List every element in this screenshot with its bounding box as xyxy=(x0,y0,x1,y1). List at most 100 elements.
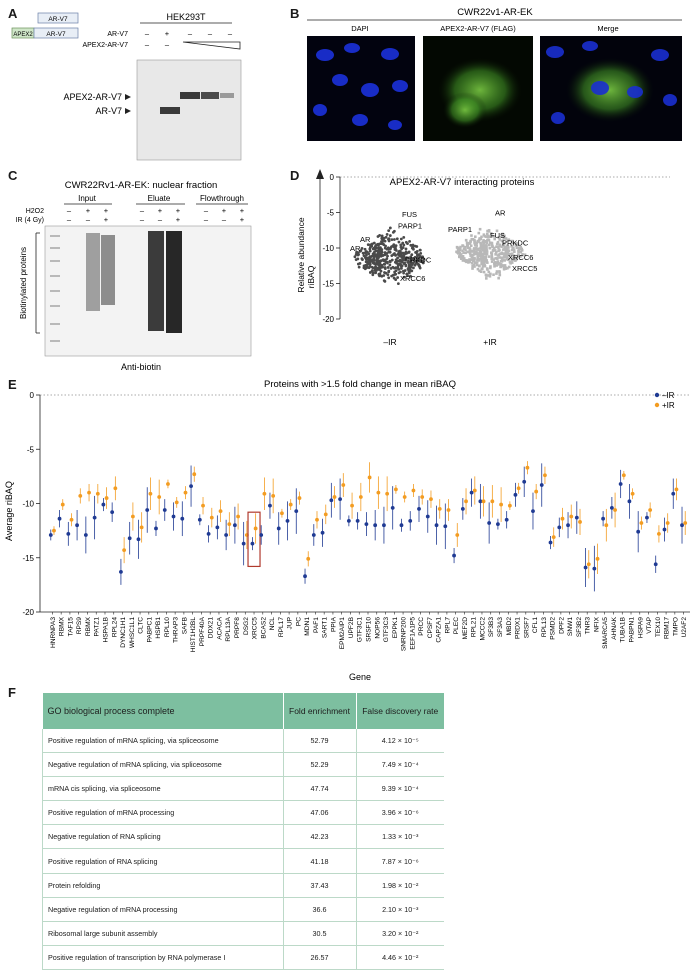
d-dot xyxy=(505,257,509,260)
d-dot xyxy=(482,245,485,249)
chart-xtick-label: HSPA9 xyxy=(637,617,644,638)
d-dot xyxy=(506,249,510,252)
d-dot xyxy=(381,254,385,257)
band-label-apex2arv7: APEX2-AR-V7 xyxy=(63,92,122,102)
d-dot xyxy=(489,232,493,235)
d-dot xyxy=(396,267,400,270)
go-term: Negative regulation of mRNA processing xyxy=(42,897,284,922)
point-minus-ir xyxy=(92,515,97,520)
d-dot xyxy=(503,254,506,257)
d-dot xyxy=(502,243,505,247)
d-dot xyxy=(482,243,485,246)
d-dot xyxy=(483,262,486,266)
go-fold: 42.23 xyxy=(283,824,357,850)
d-dot xyxy=(503,259,506,262)
d-gene-label: XRCC5 xyxy=(512,264,537,273)
d-dot xyxy=(404,263,408,267)
d-dot xyxy=(465,260,468,264)
band-a-2 xyxy=(201,92,219,99)
point-minus-ir xyxy=(232,523,237,528)
d-dot xyxy=(520,249,524,252)
panel-letter-b: B xyxy=(290,6,300,21)
d-dot xyxy=(398,258,402,262)
go-fold: 30.5 xyxy=(283,921,357,946)
d-dot xyxy=(456,249,460,253)
h2o2-mark: + xyxy=(176,206,181,215)
chart-xtick-label: TAF15 xyxy=(67,617,74,637)
d-dot xyxy=(478,259,481,262)
go-table-row: Negative regulation of RNA splicing 42.23… xyxy=(42,824,444,850)
chart-xtick-label: HNRNPA3 xyxy=(50,617,57,648)
d-dot xyxy=(413,263,417,267)
d-dot xyxy=(502,237,506,240)
chart-xtick-label: MDN1 xyxy=(304,617,311,636)
d-dot xyxy=(482,233,486,236)
d-dot xyxy=(421,256,425,260)
point-minus-ir xyxy=(303,574,307,579)
d-dot xyxy=(376,262,380,266)
d-dot xyxy=(383,258,387,262)
d-dot xyxy=(492,258,496,261)
d-dot xyxy=(407,271,411,275)
d-dot xyxy=(415,260,419,264)
d-dot xyxy=(480,245,483,249)
d-dot xyxy=(412,247,415,251)
d-dot xyxy=(468,242,472,245)
d-dot xyxy=(395,259,399,263)
panel-d-y-axis: 0 -5 -10 -15 -20 –IR +IR xyxy=(322,173,670,347)
d-dot xyxy=(383,271,386,274)
chart-xtick-label: PC xyxy=(295,617,302,626)
d-dot xyxy=(384,235,388,239)
d-dot xyxy=(470,255,474,259)
d-dot xyxy=(392,253,395,256)
go-fdr: 4.46 × 10⁻² xyxy=(356,945,444,970)
d-dot xyxy=(476,247,480,251)
chart-xtick-label: SF3A3 xyxy=(497,617,504,637)
point-minus-ir xyxy=(154,526,158,531)
d-dot xyxy=(399,243,403,247)
d-dot xyxy=(382,279,386,283)
d-dot xyxy=(400,258,404,262)
chart-xtick-label: RBMX xyxy=(59,616,66,636)
point-minus-ir xyxy=(66,531,71,536)
chart-xtick-label: GTF3C1 xyxy=(357,617,364,643)
point-minus-ir xyxy=(504,517,509,522)
channel-label-merge: Merge xyxy=(597,24,618,33)
d-ytick: -15 xyxy=(322,280,334,289)
chart-ytick: -10 xyxy=(22,500,34,509)
go-header-fold: Fold enrichment xyxy=(283,693,357,729)
point-plus-ir xyxy=(227,522,232,527)
d-dot xyxy=(516,254,520,258)
d-dot xyxy=(459,253,463,256)
point-plus-ir xyxy=(639,521,644,525)
point-minus-ir xyxy=(320,530,325,535)
point-minus-ir xyxy=(425,514,430,519)
point-minus-ir xyxy=(680,523,684,528)
d-dot xyxy=(367,261,370,264)
row2-mark: – xyxy=(165,40,170,49)
d-dot xyxy=(395,237,399,241)
d-dot xyxy=(357,265,361,269)
d-dot xyxy=(513,250,516,254)
d-dot xyxy=(479,250,482,254)
point-plus-ir xyxy=(236,514,240,519)
chart-x-tick-labels: HNRNPA3 RBMX TAF15 RPS9 RBMX PATZ1 HSPA1B RPL24… xyxy=(50,612,688,652)
point-minus-ir xyxy=(224,533,229,537)
point-minus-ir xyxy=(162,508,167,512)
chart-xtick-label: EPM2AIP1 xyxy=(339,617,346,650)
d-dot xyxy=(461,244,464,247)
d-dot xyxy=(468,252,472,255)
legend-label-minus-ir: –IR xyxy=(662,391,675,400)
d-dot xyxy=(489,265,492,268)
point-minus-ir xyxy=(662,527,667,532)
chart-xtick-label: WHSC1L1 xyxy=(129,617,136,648)
d-dot xyxy=(480,235,483,239)
d-dot xyxy=(374,271,378,275)
d-dot xyxy=(510,261,514,264)
point-minus-ir xyxy=(671,491,676,496)
chart-xtick-label: MBD2 xyxy=(506,617,513,636)
panel-a-western-blot: AR-V7 APEX2 AR-V7 HEK293T AR-V7 APEX2-AR… xyxy=(11,12,242,161)
point-plus-ir xyxy=(402,495,407,499)
point-minus-ir xyxy=(311,533,316,537)
d-dot xyxy=(488,241,492,245)
